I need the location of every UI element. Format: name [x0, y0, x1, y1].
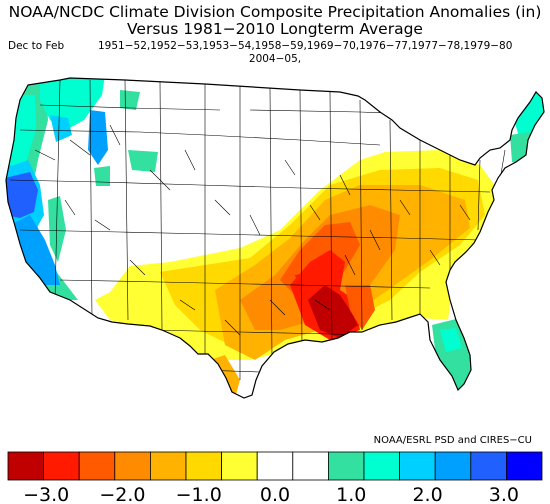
wyoming-wet-1: [128, 150, 158, 172]
colorbar-tick-label: −3.0: [23, 484, 69, 504]
maine-wet-2: [505, 80, 544, 140]
dry-anomaly-7: [308, 285, 358, 338]
idaho-wet-4: [88, 110, 108, 165]
composite-years-line-2: 2004−05,: [248, 53, 302, 65]
arkansas-dry-6: [295, 272, 318, 292]
colorbar-box: [399, 451, 436, 481]
colorbar-tick-label: −1.0: [176, 484, 222, 504]
colorbar-box: [363, 451, 400, 481]
colorbar-box: [256, 451, 294, 481]
anomaly-shading: [6, 78, 544, 398]
colorbar-legend: −3.0 −2.0 −1.0 0.0 1.0 2.0 3.0: [7, 451, 543, 504]
colorbar-box: [470, 451, 507, 481]
colorbar-box: [292, 451, 329, 481]
colorbar-box: [7, 451, 44, 481]
colorbar-tick-label: 2.0: [412, 484, 442, 504]
colorbar-box: [327, 451, 365, 481]
north-california-wet-5: [6, 172, 38, 218]
colorbar-tick-label: 1.0: [336, 484, 366, 504]
colorbar-box: [505, 451, 543, 481]
idaho-south-wet-1: [94, 166, 110, 186]
colorbar-boxes: [7, 451, 543, 481]
map-title-line-1: NOAA/NCDC Climate Division Composite Pre…: [8, 3, 542, 21]
credit-text: NOAA/ESRL PSD and CIRES−CU: [373, 435, 532, 446]
colorbar-box: [434, 451, 472, 481]
colorbar-tick-label: 0.0: [260, 484, 290, 504]
season-label: Dec to Feb: [8, 40, 65, 52]
colorbar-box: [221, 451, 258, 481]
colorbar-box: [149, 451, 187, 481]
colorbar-box: [43, 451, 80, 481]
map-title-line-2: Versus 1981−2010 Longterm Average: [127, 20, 423, 38]
colorbar-box: [114, 451, 151, 481]
composite-years-line-1: 1951−52,1952−53,1953−54,1958−59,1969−70,…: [98, 40, 513, 52]
oregon-interior-wet-3: [50, 115, 72, 142]
alabama-dry-5: [345, 285, 375, 330]
central-florida-wet-2: [440, 328, 462, 352]
central-california-wet-4: [10, 215, 60, 285]
colorbar-box: [185, 451, 222, 481]
colorbar-box: [78, 451, 116, 481]
colorbar-tick-label: −2.0: [99, 484, 145, 504]
sierra-wet-1: [48, 196, 66, 262]
colorbar-ticks: −3.0 −2.0 −1.0 0.0 1.0 2.0 3.0: [23, 484, 519, 504]
colorbar-tick-label: 3.0: [489, 484, 519, 504]
